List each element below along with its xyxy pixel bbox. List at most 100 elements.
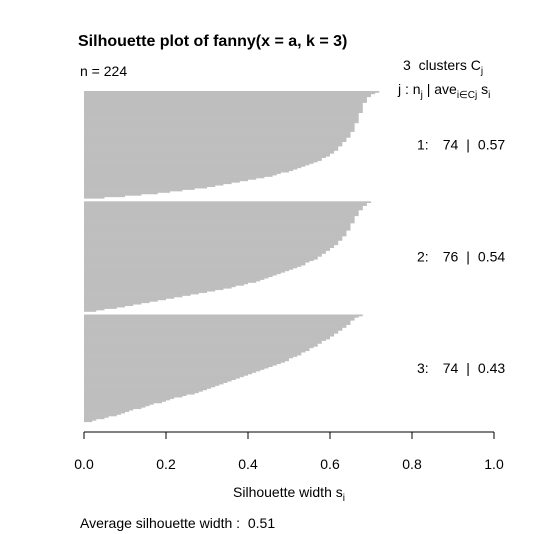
silhouette-bar: [84, 394, 187, 396]
silhouette-bar: [84, 302, 142, 305]
silhouette-bar: [84, 207, 363, 209]
separator: |: [466, 137, 470, 153]
silhouette-bar: [84, 272, 281, 275]
silhouette-bar: [84, 211, 359, 214]
silhouette-bar: [84, 279, 261, 282]
silhouette-bar: [84, 289, 216, 292]
silhouette-bar: [84, 191, 171, 193]
silhouette-bar: [84, 243, 339, 246]
silhouette-bar: [84, 98, 367, 100]
cluster-id: 3: [417, 360, 425, 376]
silhouette-bar: [84, 402, 154, 405]
silhouette-bar: [84, 193, 142, 196]
silhouette-bar: [84, 117, 359, 119]
silhouette-bar: [84, 283, 244, 286]
silhouette-bar: [84, 153, 330, 156]
silhouette-bar: [84, 344, 318, 347]
silhouette-bar: [84, 96, 367, 99]
silhouette-bar: [84, 378, 236, 381]
silhouette-bar: [84, 259, 314, 262]
lh-c: s: [477, 81, 488, 97]
silhouette-bar: [84, 254, 322, 257]
silhouette-bar: [84, 408, 134, 411]
silhouette-bar: [84, 285, 236, 288]
silhouette-bar: [84, 156, 326, 158]
silhouette-bar: [84, 99, 367, 102]
cluster-label: 3: 74 | 0.43: [417, 360, 505, 376]
silhouette-bar: [84, 294, 191, 296]
silhouette-bar: [84, 127, 355, 129]
silhouette-bar: [84, 410, 130, 412]
silhouette-bar: [84, 347, 310, 350]
silhouette-bar: [84, 163, 310, 166]
silhouette-bar: [84, 297, 175, 299]
silhouette-bar: [84, 131, 351, 134]
footer: Average silhouette width : 0.51: [80, 515, 275, 531]
silhouette-bar: [84, 301, 150, 304]
silhouette-bar: [84, 360, 285, 363]
silhouette-bar: [84, 373, 248, 376]
silhouette-bar: [84, 169, 294, 172]
n-text: n =: [80, 63, 100, 79]
cluster-size: 74: [443, 360, 459, 376]
cluster-label: 1: 74 | 0.57: [417, 137, 505, 153]
silhouette-bar: [84, 260, 310, 263]
cluster-id: 2: [417, 248, 425, 264]
silhouette-bar: [84, 188, 195, 190]
separator: :: [425, 248, 429, 264]
silhouette-bar: [84, 269, 289, 272]
silhouette-bar: [84, 407, 142, 410]
silhouette-bar: [84, 249, 330, 251]
silhouette-bar: [84, 122, 355, 125]
silhouette-bar: [84, 246, 335, 248]
silhouette-bar: [84, 101, 367, 103]
silhouette-bar: [84, 167, 298, 170]
silhouette-bar: [84, 172, 281, 174]
silhouette-bar: [84, 149, 339, 151]
silhouette-bar: [84, 330, 339, 333]
silhouette-bar: [84, 389, 203, 392]
silhouette-bar: [84, 336, 330, 338]
silhouette-bar: [84, 195, 125, 198]
footer-text: Average silhouette width :: [80, 515, 240, 531]
silhouette-bar: [84, 227, 351, 230]
silhouette-bar: [84, 333, 335, 336]
silhouette-bar: [84, 134, 351, 137]
silhouette-bar: [84, 286, 232, 289]
silhouette-bar: [84, 231, 347, 234]
silhouette-bar: [84, 334, 335, 337]
x-label-sub: i: [343, 493, 345, 504]
silhouette-bar: [84, 288, 224, 291]
silhouette-bar: [84, 329, 343, 331]
silhouette-bar: [84, 366, 269, 369]
silhouette-bar: [84, 173, 277, 176]
silhouette-bar: [84, 263, 306, 266]
silhouette-bar: [84, 391, 199, 394]
silhouette-bar: [84, 342, 322, 344]
silhouette-bar: [84, 416, 109, 418]
cluster-average: 0.54: [478, 248, 505, 264]
silhouette-bar: [84, 337, 330, 340]
cluster-size: 74: [443, 137, 459, 153]
silhouette-bar: [84, 224, 351, 227]
silhouette-bar: [84, 305, 125, 308]
legend-title-text: clusters C: [419, 57, 481, 73]
silhouette-bar: [84, 323, 351, 325]
k-value: 3: [403, 57, 411, 73]
silhouette-bar: [84, 185, 216, 187]
silhouette-bar: [84, 196, 105, 199]
n-label: n = 224: [80, 63, 127, 79]
silhouette-bar: [84, 138, 347, 141]
silhouette-bar: [84, 262, 306, 264]
silhouette-bar: [84, 176, 265, 179]
legend-header: j : nj | avei∈Cj si: [397, 81, 490, 101]
silhouette-bar: [84, 368, 265, 370]
separator: |: [466, 360, 470, 376]
silhouette-bar: [84, 162, 314, 164]
x-axis-label: Silhouette width si: [233, 484, 345, 504]
silhouette-bar: [84, 385, 216, 388]
silhouette-bar: [84, 93, 371, 96]
lh-a-sub: j: [420, 90, 423, 101]
silhouette-bar: [84, 392, 195, 395]
silhouette-bar: [84, 151, 335, 154]
